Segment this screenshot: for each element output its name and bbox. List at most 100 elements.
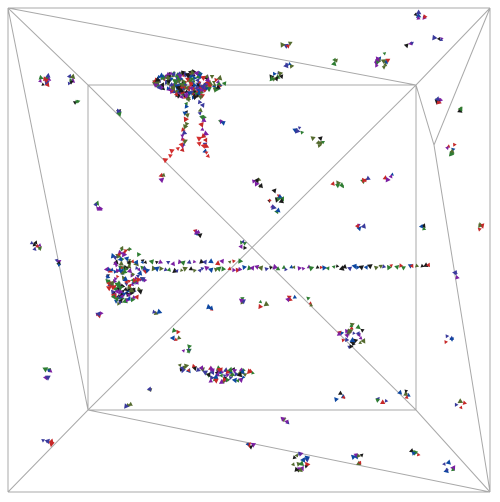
particle-glyph: [197, 233, 203, 239]
particle-glyph: [124, 266, 129, 271]
particle-glyph: [264, 267, 269, 272]
particle-glyph: [442, 462, 446, 466]
particle-glyph: [159, 266, 164, 272]
particle-glyph: [445, 459, 451, 465]
particle-glyph: [180, 82, 186, 87]
particle-glyph: [341, 264, 347, 269]
particle-glyph: [380, 399, 386, 404]
particle-glyph: [404, 395, 409, 399]
particle-glyph: [458, 405, 463, 410]
particle-glyph: [152, 309, 157, 314]
particle-glyph: [156, 84, 162, 91]
particle-glyph: [197, 107, 203, 113]
particle-glyph: [358, 265, 364, 271]
particle-glyph: [182, 142, 186, 146]
particle-glyph: [345, 328, 350, 334]
particle-glyph: [186, 349, 191, 353]
particle-glyph: [143, 260, 147, 264]
particle-glyph: [148, 259, 154, 265]
particle-glyph: [202, 89, 207, 93]
particle-glyph: [315, 265, 320, 269]
particle-glyph: [122, 276, 129, 282]
connector-corner: [7, 7, 89, 86]
particle-glyph: [289, 63, 295, 69]
particle-glyph: [168, 82, 174, 87]
particle-glyph: [263, 300, 270, 307]
particle-glyph: [275, 207, 281, 213]
particle-glyph: [355, 324, 361, 330]
particle-glyph: [188, 85, 193, 91]
particle-glyph: [209, 365, 214, 370]
particle-glyph: [334, 397, 339, 403]
particle-glyph: [177, 79, 182, 84]
particle-glyph: [349, 323, 354, 328]
particle-glyph: [335, 183, 341, 189]
particle-glyph: [249, 265, 255, 271]
particle-glyph: [385, 58, 391, 63]
particle-glyph: [204, 151, 209, 155]
particle-glyph: [183, 94, 189, 99]
particle-glyph: [176, 329, 181, 335]
particle-glyph: [124, 403, 130, 409]
particle-glyph: [37, 243, 42, 247]
particle-glyph: [227, 366, 233, 373]
particle-glyph: [193, 82, 198, 88]
particle-glyph: [201, 133, 207, 139]
particle-glyph: [235, 378, 240, 383]
particle-glyph: [360, 328, 365, 333]
particle-glyph: [45, 72, 51, 78]
particle-glyph: [243, 245, 248, 250]
particle-glyph: [153, 266, 160, 272]
particle-glyph: [298, 451, 302, 456]
particle-glyph: [275, 266, 281, 271]
particle-glyph: [182, 365, 187, 370]
particle-glyph: [357, 460, 362, 465]
particle-glyph: [199, 102, 205, 108]
particle-glyph: [399, 263, 404, 268]
particle-glyph: [113, 279, 118, 284]
particle-glyph: [38, 74, 44, 80]
particle-glyph: [69, 73, 76, 79]
particle-glyph: [449, 337, 455, 342]
particle-glyph: [204, 74, 209, 79]
particle-glyph: [394, 265, 400, 270]
particle-glyph: [32, 242, 37, 247]
particle-glyph: [168, 154, 173, 159]
particle-glyph: [478, 223, 483, 228]
particle-glyph: [240, 240, 244, 245]
particle-glyph: [140, 277, 146, 283]
particle-glyph: [158, 72, 165, 78]
particle-glyph: [288, 61, 292, 66]
particle-glyph: [32, 246, 37, 251]
particle-glyph: [411, 451, 416, 456]
particle-glyph: [388, 174, 393, 179]
connector-left-high: [7, 7, 89, 411]
particle-glyph: [127, 259, 131, 263]
particle-glyph: [444, 340, 448, 345]
particle-glyph: [300, 130, 305, 135]
particle-glyph: [341, 338, 346, 343]
particle-glyph: [438, 97, 444, 103]
particle-glyph: [160, 76, 165, 81]
particle-glyph: [211, 80, 216, 85]
particle-glyph: [182, 80, 187, 84]
particle-glyph: [180, 134, 185, 138]
particle-glyph: [238, 266, 243, 272]
particle-glyph: [123, 286, 128, 292]
particle-glyph: [198, 121, 204, 128]
particle-glyph: [158, 172, 164, 178]
particle-glyph: [169, 77, 174, 82]
particle-glyph: [177, 335, 182, 340]
particle-glyph: [184, 85, 189, 90]
particle-glyph: [153, 310, 159, 315]
particle-glyph: [195, 84, 200, 90]
particle-glyph: [170, 85, 176, 92]
particle-glyph: [203, 130, 209, 136]
connector-right-inner: [415, 84, 435, 146]
particle-glyph: [131, 272, 136, 277]
particle-glyph: [300, 457, 305, 463]
particle-glyph: [184, 113, 190, 118]
particle-glyph: [117, 256, 123, 262]
particle-glyph: [423, 262, 429, 267]
particle-glyph: [118, 288, 124, 295]
